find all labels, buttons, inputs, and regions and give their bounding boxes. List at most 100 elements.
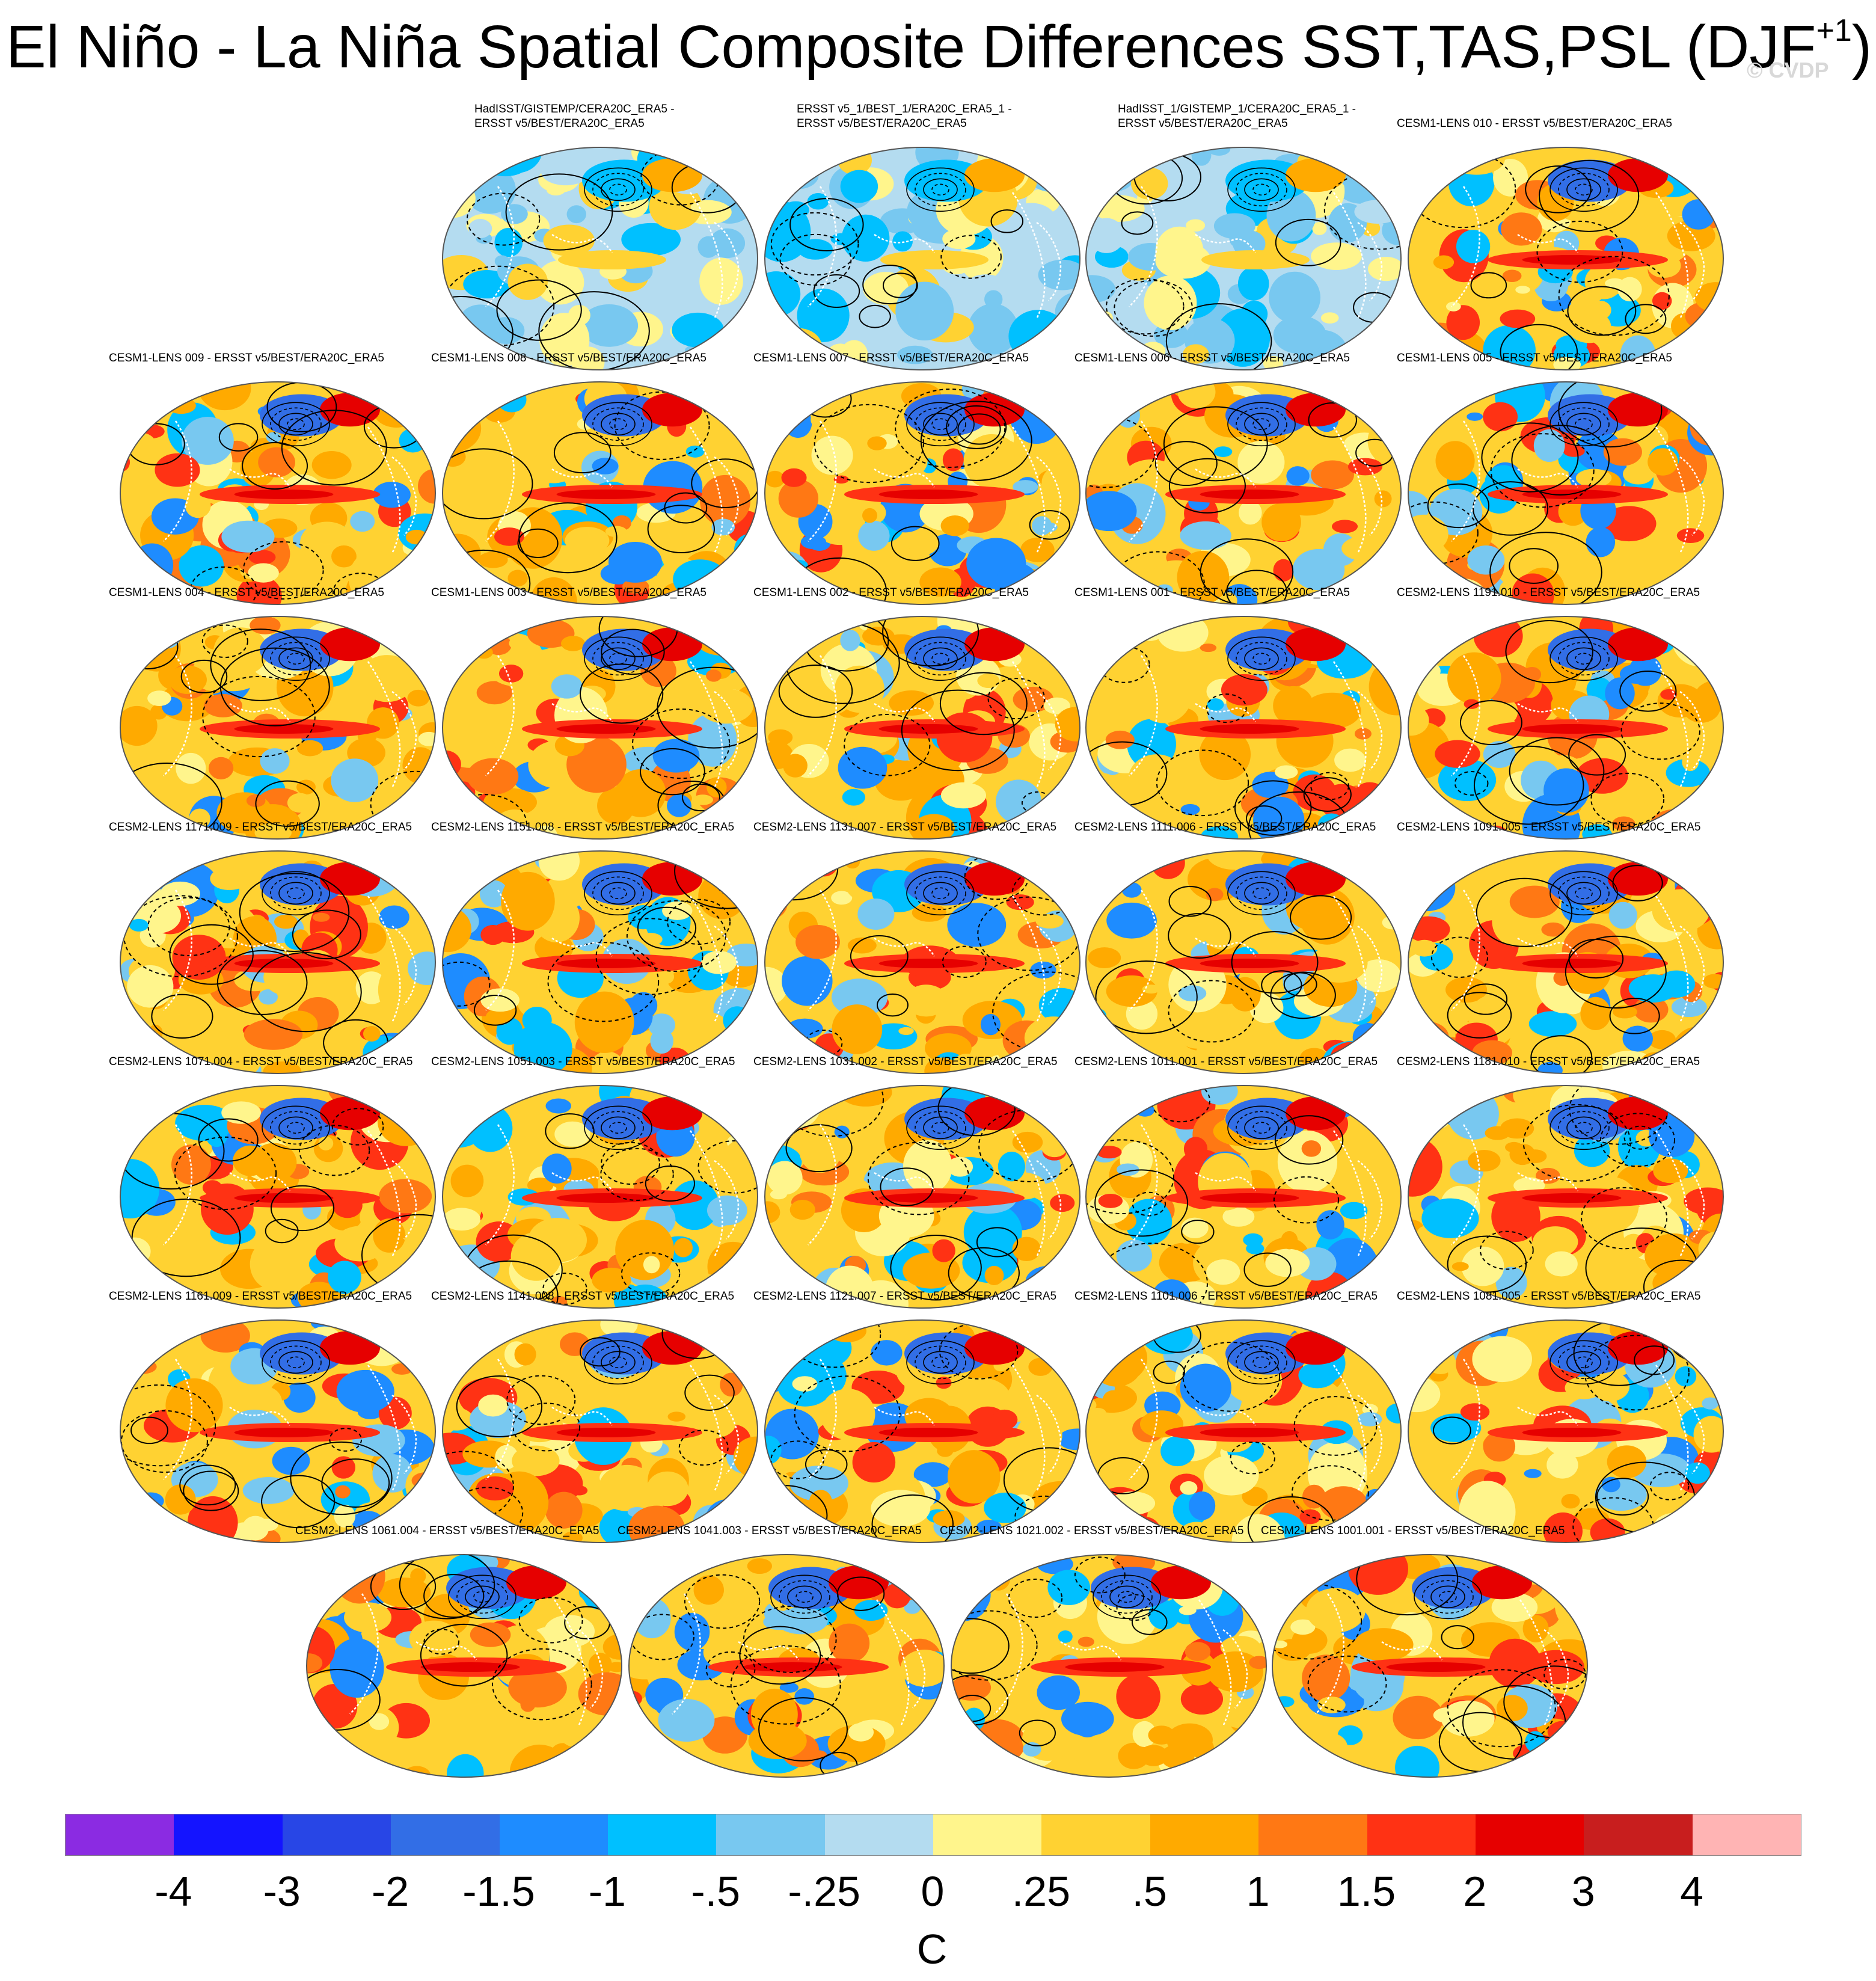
psl-contour <box>1447 1669 1556 1748</box>
anomaly-blob <box>889 690 934 716</box>
anomaly-blob <box>1334 748 1366 772</box>
anomaly-blob <box>621 223 681 256</box>
anomaly-blob <box>765 178 780 191</box>
anomaly-blob <box>1141 1320 1193 1354</box>
anomaly-blob <box>1622 1025 1653 1052</box>
coastline <box>1517 1406 1579 1426</box>
psl-contour <box>601 628 665 675</box>
psl-contour <box>1121 211 1154 235</box>
anomaly-blob <box>514 1343 536 1366</box>
anomaly-blob <box>1667 147 1716 183</box>
coastline <box>808 655 837 776</box>
psl-contour <box>940 235 1002 279</box>
anomaly-blob <box>1133 616 1166 641</box>
psl-contour <box>739 1626 821 1685</box>
coastline <box>551 1406 613 1426</box>
aleutian-contour <box>1566 413 1601 436</box>
anomaly-blob <box>778 479 819 518</box>
psl-contour <box>647 505 715 554</box>
map-panel: CESM2-LENS 1141.008 - ERSST v5/BEST/ERA2… <box>431 1290 761 1546</box>
psl-contour <box>1283 972 1317 997</box>
anomaly-blob <box>260 748 290 774</box>
anomaly-blob <box>443 147 469 166</box>
map-outline <box>628 1554 945 1778</box>
anomaly-blob <box>377 1096 435 1146</box>
anomaly-blob <box>256 1519 278 1532</box>
anomaly-blob <box>408 951 435 986</box>
aleutian-contour <box>915 1345 966 1380</box>
anomaly-blob <box>1467 412 1483 421</box>
psl-contour <box>1234 780 1312 836</box>
anomaly-blob <box>693 1575 724 1605</box>
aleutian-contour <box>1550 1340 1618 1385</box>
anomaly-blob <box>1306 1588 1366 1633</box>
anomaly-blob <box>1087 1333 1148 1384</box>
map-panel: CESM1-LENS 002 - ERSST v5/BEST/ERA20C_ER… <box>753 586 1083 842</box>
psl-contour <box>1308 402 1357 438</box>
coastline <box>1129 1124 1158 1245</box>
anomaly-blob <box>1387 1357 1401 1372</box>
anomaly-blob <box>1180 1363 1231 1412</box>
anomaly-blob <box>1574 1134 1610 1167</box>
anomaly-blob <box>512 1445 560 1476</box>
anomaly-blob <box>1528 1650 1585 1685</box>
anomaly-blob <box>1352 1022 1383 1052</box>
coastline <box>163 420 192 542</box>
colorbar-swatch <box>1041 1814 1150 1855</box>
anomaly-blob <box>1353 1628 1414 1662</box>
coastline <box>808 889 837 1011</box>
anomaly-blob <box>1524 1469 1542 1478</box>
aleutian-contour <box>1575 418 1593 431</box>
anomaly-blob <box>1415 616 1431 628</box>
coastline <box>672 1593 701 1715</box>
psl-contour <box>1261 970 1302 1000</box>
psl-contour <box>1245 805 1283 832</box>
anomaly-blob <box>1652 292 1672 310</box>
anomaly-blob <box>1381 1116 1401 1134</box>
coastline <box>1198 1599 1232 1727</box>
anomaly-blob <box>1575 468 1612 488</box>
anomaly-blob <box>773 1328 808 1349</box>
arctic-warm-anomaly <box>642 1331 702 1365</box>
anomaly-blob <box>977 673 1000 689</box>
map-panel: CESM2-LENS 1051.003 - ERSST v5/BEST/ERA2… <box>431 1055 761 1311</box>
anomaly-blob <box>494 255 510 268</box>
coastline <box>1451 186 1480 307</box>
anomaly-blob <box>507 570 528 587</box>
anomaly-blob <box>743 382 758 393</box>
anomaly-blob <box>765 1100 789 1116</box>
anomaly-blob <box>737 1099 758 1124</box>
anomaly-blob <box>848 1723 874 1742</box>
anomaly-blob <box>331 758 379 802</box>
coastline <box>551 937 613 957</box>
psl-contour <box>420 1623 508 1687</box>
psl-contour <box>1481 422 1579 493</box>
anomaly-blob <box>1414 851 1467 876</box>
anomaly-blob <box>1317 1697 1346 1713</box>
anomaly-blob <box>1047 1570 1091 1606</box>
anomaly-blob <box>1305 1754 1333 1775</box>
aleutian-contour <box>1558 1111 1610 1145</box>
psl-contour <box>179 1464 236 1506</box>
psl-contour <box>1623 1125 1657 1150</box>
coastline <box>1655 1365 1689 1492</box>
arctic-warm-anomaly <box>1472 1565 1532 1600</box>
anomaly-blob <box>967 274 1005 295</box>
anomaly-blob <box>283 1382 316 1413</box>
map-panel: CESM2-LENS 1021.002 - ERSST v5/BEST/ERA2… <box>940 1525 1269 1780</box>
anomaly-blob <box>765 551 808 586</box>
anomaly-blob <box>1086 1326 1123 1353</box>
aleutian-contour <box>287 887 305 900</box>
anomaly-blob <box>673 1238 693 1258</box>
anomaly-blob <box>1201 909 1245 950</box>
panel-title: CESM2-LENS 1151.008 - ERSST v5/BEST/ERA2… <box>431 821 735 834</box>
anomaly-blob <box>1496 1695 1528 1722</box>
anomaly-blob <box>1660 946 1699 966</box>
aleutian-contour <box>1558 173 1610 207</box>
anomaly-blob <box>635 1737 674 1766</box>
enso-warm-core <box>420 1662 520 1672</box>
coastline <box>874 1406 936 1426</box>
enso-warm-core <box>1200 959 1299 968</box>
anomaly-blob <box>789 1466 848 1502</box>
coastline <box>485 889 515 1011</box>
